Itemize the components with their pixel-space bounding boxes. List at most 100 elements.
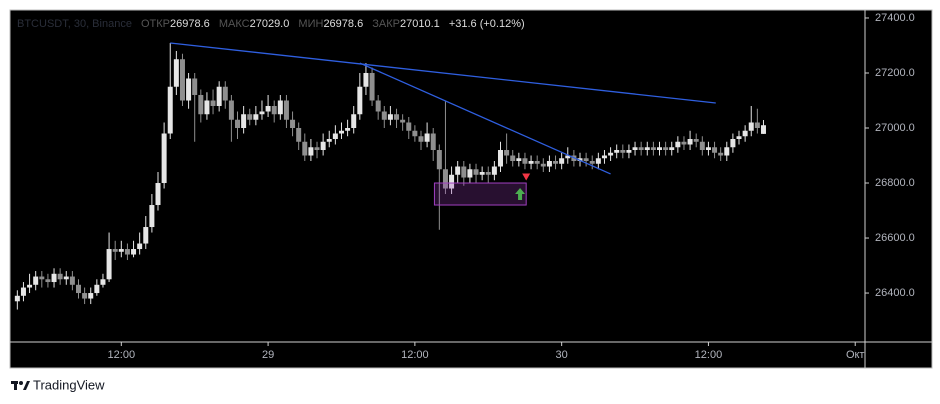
candle-body — [320, 141, 326, 151]
candle-body — [614, 150, 620, 153]
candle-body — [39, 276, 45, 280]
candle-body — [51, 273, 57, 283]
candle-body — [412, 130, 418, 137]
candle-body — [424, 133, 430, 142]
x-tick-label: 12:00 — [401, 349, 429, 361]
x-tick-label: Окт — [846, 349, 865, 361]
candle-body — [461, 166, 467, 178]
candle-body — [173, 59, 179, 87]
candle-body — [192, 78, 198, 95]
candle-body — [491, 166, 497, 175]
close-value: 27010.1 — [400, 18, 440, 30]
candle-body — [712, 147, 718, 153]
candle-body — [418, 136, 424, 142]
trend-line — [359, 62, 611, 175]
candle-body — [57, 273, 63, 280]
candle-body — [137, 243, 143, 250]
candle-body — [186, 78, 192, 101]
x-tick-label: 12:00 — [695, 349, 723, 361]
candle-body — [302, 141, 308, 156]
candle-body — [479, 172, 485, 175]
candle-body — [626, 150, 632, 153]
candle-body — [369, 72, 375, 101]
low-value: 26978.6 — [323, 18, 363, 30]
candle-body — [522, 158, 528, 164]
high-value: 27029.0 — [250, 18, 290, 30]
candle-body — [271, 105, 277, 115]
candle-body — [75, 284, 81, 294]
candle-body — [363, 72, 369, 87]
candle-body — [204, 100, 210, 115]
candle-body — [88, 293, 94, 299]
candle-body — [210, 100, 216, 106]
candle-body — [351, 114, 357, 129]
candle-body — [155, 183, 161, 206]
candle-body — [290, 119, 296, 129]
candle-body — [608, 152, 614, 156]
candle-body — [100, 279, 106, 285]
candle-body — [663, 147, 669, 151]
candle-body — [681, 141, 687, 145]
candle-body — [430, 133, 436, 151]
candle-body — [259, 111, 265, 115]
candle-body — [705, 147, 711, 151]
candle-body — [510, 155, 516, 162]
candle-body — [82, 293, 88, 299]
candle-body — [436, 150, 442, 170]
candle-body — [406, 122, 412, 131]
candle-body — [589, 161, 595, 164]
candle-body — [265, 105, 271, 112]
chart-background — [9, 9, 933, 369]
candle-body — [504, 150, 510, 156]
candle-body — [644, 147, 650, 151]
y-tick-label: 26800.0 — [875, 177, 915, 189]
candle-body — [161, 133, 167, 184]
candle-body — [528, 161, 534, 164]
candle-body — [222, 86, 228, 101]
candle-body — [699, 141, 705, 151]
candle-body — [760, 125, 766, 134]
candle-body — [387, 114, 393, 120]
candle-body — [632, 147, 638, 151]
candle-body — [638, 147, 644, 151]
candle-body — [687, 139, 693, 145]
candle-body — [375, 100, 381, 112]
logo — [11, 381, 30, 390]
candle-body — [650, 147, 656, 151]
candle-body — [228, 100, 234, 120]
candle-body — [693, 139, 699, 142]
candle-body — [149, 205, 155, 228]
candle-body — [394, 114, 400, 120]
candle-body — [553, 161, 559, 164]
candle-body — [577, 158, 583, 162]
logo-dot — [19, 381, 23, 385]
candle-body — [620, 150, 626, 153]
candle-body — [179, 59, 185, 101]
candle-body — [143, 227, 149, 244]
open-label: ОТКР — [141, 18, 170, 30]
candle-body — [106, 249, 112, 280]
candle-body — [277, 100, 283, 115]
candle-body — [449, 174, 455, 189]
candle-body — [131, 249, 137, 255]
logo-stem — [14, 381, 17, 390]
candle-body — [326, 139, 332, 142]
candle-body — [497, 150, 503, 167]
candle-body — [657, 147, 663, 151]
candle-body — [357, 86, 363, 115]
candle-body — [332, 133, 338, 140]
candle-body — [253, 114, 259, 120]
candle-body — [381, 111, 387, 120]
candle-body — [467, 169, 473, 178]
candle-body — [69, 276, 75, 285]
y-tick-label: 26600.0 — [875, 232, 915, 244]
candle-body — [742, 130, 748, 137]
candle-body — [124, 249, 130, 255]
candle-body — [754, 122, 760, 129]
candle-body — [33, 276, 39, 285]
candle-body — [546, 161, 552, 167]
candle-body — [540, 163, 546, 167]
candle-body — [118, 249, 124, 252]
x-tick-label: 29 — [262, 349, 274, 361]
